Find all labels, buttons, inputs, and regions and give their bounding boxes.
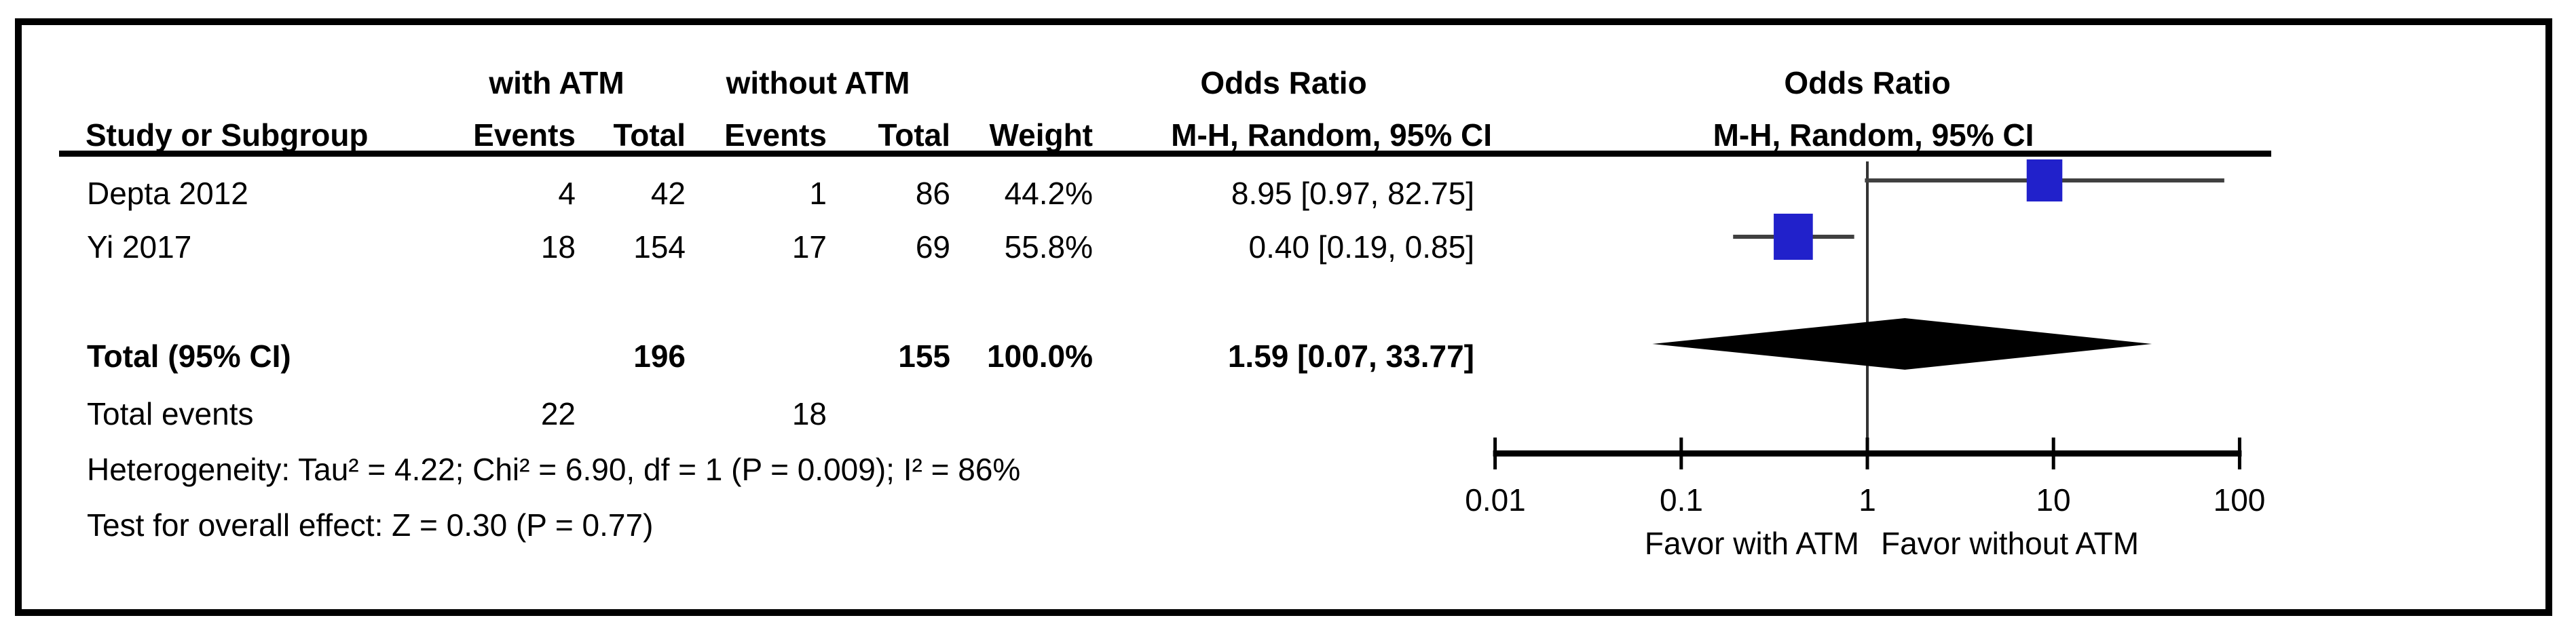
- group-header-odds-ratio-stats: Odds Ratio: [1200, 65, 1367, 100]
- events2-value: 17: [791, 229, 827, 265]
- total-row-n1: 196: [633, 338, 686, 374]
- col-header-events-2: Events: [724, 117, 827, 153]
- col-header-mh-ci-stats: M-H, Random, 95% CI: [1171, 117, 1492, 153]
- study-label: Depta 2012: [87, 176, 248, 211]
- axis-tick-label: 10: [2036, 482, 2071, 518]
- events2-value: 1: [809, 176, 827, 211]
- total1-value: 42: [650, 176, 686, 211]
- axis-tick-label: 0.1: [1660, 482, 1703, 518]
- col-header-events-1: Events: [473, 117, 576, 153]
- events1-value: 4: [558, 176, 576, 211]
- or-ci-value: 0.40 [0.19, 0.85]: [1248, 229, 1475, 265]
- total-row-n2: 155: [898, 338, 950, 374]
- weight-value: 55.8%: [1004, 229, 1093, 265]
- total2-value: 69: [915, 229, 950, 265]
- total-row-or-ci: 1.59 [0.07, 33.77]: [1227, 338, 1474, 374]
- group-header-with-atm: with ATM: [489, 65, 624, 100]
- events1-value: 18: [540, 229, 576, 265]
- total2-value: 86: [915, 176, 950, 211]
- total-events-events1: 22: [540, 396, 576, 431]
- favor-right-label: Favor without ATM: [1881, 526, 2140, 561]
- col-header-mh-ci-plot: M-H, Random, 95% CI: [1713, 117, 2034, 153]
- heterogeneity-text: Heterogeneity: Tau² = 4.22; Chi² = 6.90,…: [87, 452, 1021, 487]
- header-underline: [59, 151, 2271, 157]
- total1-value: 154: [633, 229, 686, 265]
- col-header-weight: Weight: [989, 117, 1093, 153]
- group-header-without-atm: without ATM: [726, 65, 910, 100]
- axis-tick-label: 100: [2213, 482, 2266, 518]
- total-events-label: Total events: [87, 396, 254, 431]
- total-row-weight: 100.0%: [986, 338, 1093, 374]
- overall-effect-text: Test for overall effect: Z = 0.30 (P = 0…: [87, 507, 654, 543]
- axis-tick-label: 1: [1859, 482, 1876, 518]
- col-header-total-1: Total: [613, 117, 686, 153]
- total-events-events2: 18: [791, 396, 827, 431]
- favor-left-label: Favor with ATM: [1644, 526, 1859, 561]
- figure-border: [15, 18, 2552, 616]
- group-header-odds-ratio-plot: Odds Ratio: [1784, 65, 1951, 100]
- axis-tick-label: 0.01: [1465, 482, 1526, 518]
- col-header-total-2: Total: [878, 117, 950, 153]
- col-header-study: Study or Subgroup: [86, 117, 369, 153]
- weight-value: 44.2%: [1004, 176, 1093, 211]
- total-row-label: Total (95% CI): [87, 338, 291, 374]
- or-ci-value: 8.95 [0.97, 82.75]: [1231, 176, 1474, 211]
- study-label: Yi 2017: [87, 229, 192, 265]
